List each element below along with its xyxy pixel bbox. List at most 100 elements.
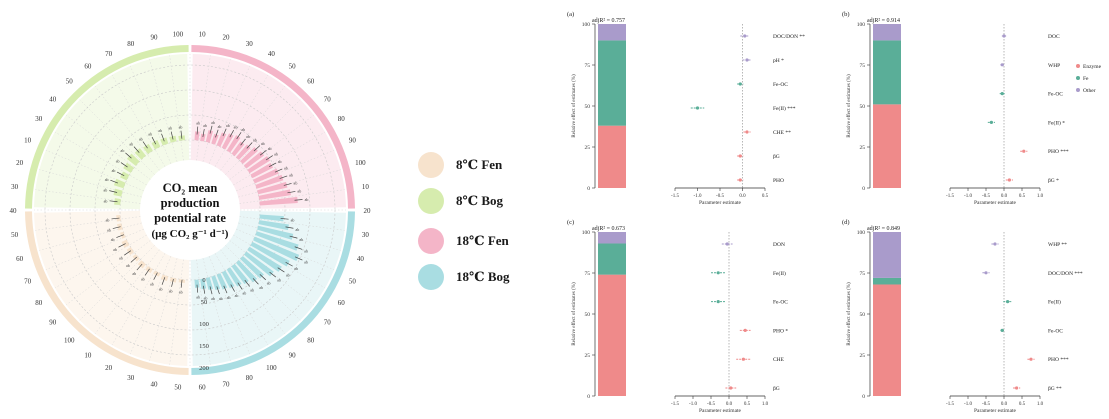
outer-tick-label: 50 xyxy=(174,384,182,392)
bar-letter: ab xyxy=(159,286,163,291)
bar-letter: ab xyxy=(295,227,299,232)
outer-tick-label: 20 xyxy=(364,207,372,215)
bar-letter: ab xyxy=(105,177,109,182)
estimate-point xyxy=(743,34,746,37)
estimate-label: Fe-OC xyxy=(773,82,788,88)
legend-label: 18℃ Bog xyxy=(456,269,510,285)
x-tick-label: 0.0 xyxy=(1001,194,1008,199)
outer-tick-label: 100 xyxy=(173,30,184,38)
bar-letter: ab xyxy=(304,249,308,254)
estimate-label: DOC/DON *** xyxy=(1048,271,1083,277)
stack-segment-fe xyxy=(598,243,626,274)
outer-tick-label: 20 xyxy=(16,159,24,167)
bar-letter: ab xyxy=(139,136,143,141)
outer-tick-label: 90 xyxy=(150,34,158,42)
legend-swatch-8c-fen xyxy=(418,152,444,178)
estimate-point xyxy=(717,271,720,274)
bar-letter: ab xyxy=(148,132,152,137)
bar-letter: ab xyxy=(259,285,263,290)
y-tick-label: 100 xyxy=(582,22,591,28)
panel-label: (c) xyxy=(567,219,574,226)
fit-label: adjR² = 0.914 xyxy=(867,18,900,24)
stack-segment-fe xyxy=(598,40,626,125)
outer-tick-label: 80 xyxy=(35,299,43,307)
center-label: CO₂ mean xyxy=(163,181,218,195)
legend-item-8c-bog: 8℃ Bog xyxy=(418,188,503,214)
x-axis-label: Parameter estimate xyxy=(974,200,1017,206)
estimate-point xyxy=(1008,178,1011,181)
bar-letter: ab xyxy=(219,296,223,301)
bar-letter: ab xyxy=(196,121,200,126)
y-tick-label: 50 xyxy=(585,312,591,318)
x-axis-label: Parameter estimate xyxy=(699,200,742,206)
legend-swatch-18c-bog xyxy=(418,264,444,290)
bar-letter: ab xyxy=(253,138,257,143)
bar-letter: ab xyxy=(150,281,154,286)
outer-tick-label: 20 xyxy=(105,364,113,372)
bar-letter: ab xyxy=(179,290,183,295)
panel-label: (a) xyxy=(567,11,574,18)
bar-letter: ab xyxy=(179,125,183,130)
estimate-label: PHO xyxy=(773,178,784,184)
x-tick-label: 1.0 xyxy=(1037,194,1044,199)
estimate-point xyxy=(696,106,699,109)
outer-tick-label: 60 xyxy=(199,384,207,392)
bar-letter: ab xyxy=(116,158,120,163)
y-axis-label: Relative effect of estimates (%) xyxy=(572,282,577,346)
bar-letter: ab xyxy=(294,180,298,185)
outer-tick-label: 10 xyxy=(199,30,207,38)
estimate-point xyxy=(745,130,748,133)
bar-letter: ab xyxy=(278,159,282,164)
x-tick-label: 0.5 xyxy=(762,194,769,199)
outer-tick-label: 80 xyxy=(127,40,135,48)
panel-d-svg: (d)adjR² = 0.8490255075100Relative effec… xyxy=(830,216,1109,416)
x-axis-label: Parameter estimate xyxy=(699,408,742,414)
estimate-label: CHE xyxy=(773,357,785,363)
fit-label: adjR² = 0.757 xyxy=(592,18,625,24)
y-tick-label: 100 xyxy=(857,22,866,28)
y-tick-label: 25 xyxy=(585,145,591,151)
y-tick-label: 0 xyxy=(587,394,590,400)
outer-tick-label: 90 xyxy=(349,136,357,144)
outer-tick-label: 100 xyxy=(266,364,277,372)
outer-tick-label: 100 xyxy=(355,159,366,167)
legend-item-18c-fen: 18℃ Fen xyxy=(418,228,509,254)
x-tick-label: 0.5 xyxy=(744,402,751,407)
panel-c: (c) adjR² = 0.673 0 25 50 75 100 Relative effec… xyxy=(555,216,835,416)
estimate-point xyxy=(739,82,742,85)
estimate-point xyxy=(1001,92,1004,95)
outer-tick-label: 50 xyxy=(349,278,357,286)
x-tick-label: -1.0 xyxy=(689,402,697,407)
outer-tick-label: 80 xyxy=(307,336,315,344)
outer-tick-label: 50 xyxy=(289,62,297,70)
bar-letter: ab xyxy=(168,126,172,131)
bar-letter: ab xyxy=(286,272,290,277)
x-tick-label: -1.0 xyxy=(964,402,972,407)
estimate-point xyxy=(1015,386,1018,389)
bar-letter: ab xyxy=(234,125,238,130)
panel-legend-dot xyxy=(1076,76,1080,80)
x-tick-label: -0.5 xyxy=(707,402,715,407)
center-label: potential rate xyxy=(154,211,226,225)
estimate-point xyxy=(1006,300,1009,303)
y-axis-label: Relative effect of estimates (%) xyxy=(847,282,852,346)
estimate-label: βG ** xyxy=(1048,386,1062,392)
panel-b: (b) adjR² = 0.914 0 25 50 75 100 Relative effec… xyxy=(830,8,1109,208)
bar-letter: ab xyxy=(241,127,245,132)
outer-tick-label: 100 xyxy=(64,336,75,344)
outer-tick-label: 70 xyxy=(324,319,332,327)
bar-letter: ab xyxy=(243,291,247,296)
estimate-label: Fe(II) xyxy=(1048,299,1061,306)
estimate-point xyxy=(745,58,748,61)
bar-letter: ab xyxy=(111,237,115,242)
estimate-label: βG * xyxy=(1048,178,1059,184)
panel-b-svg: (b)adjR² = 0.9140255075100Relative effec… xyxy=(830,8,1109,208)
bar-letter: ab xyxy=(106,217,110,222)
bar-letter: ab xyxy=(291,218,295,223)
bar-letter: ab xyxy=(158,128,162,133)
y-tick-label: 50 xyxy=(860,312,866,318)
outer-tick-label: 60 xyxy=(16,255,24,263)
estimate-point xyxy=(744,329,747,332)
panel-legend-dot xyxy=(1076,88,1080,92)
estimate-label: βG xyxy=(773,386,780,392)
